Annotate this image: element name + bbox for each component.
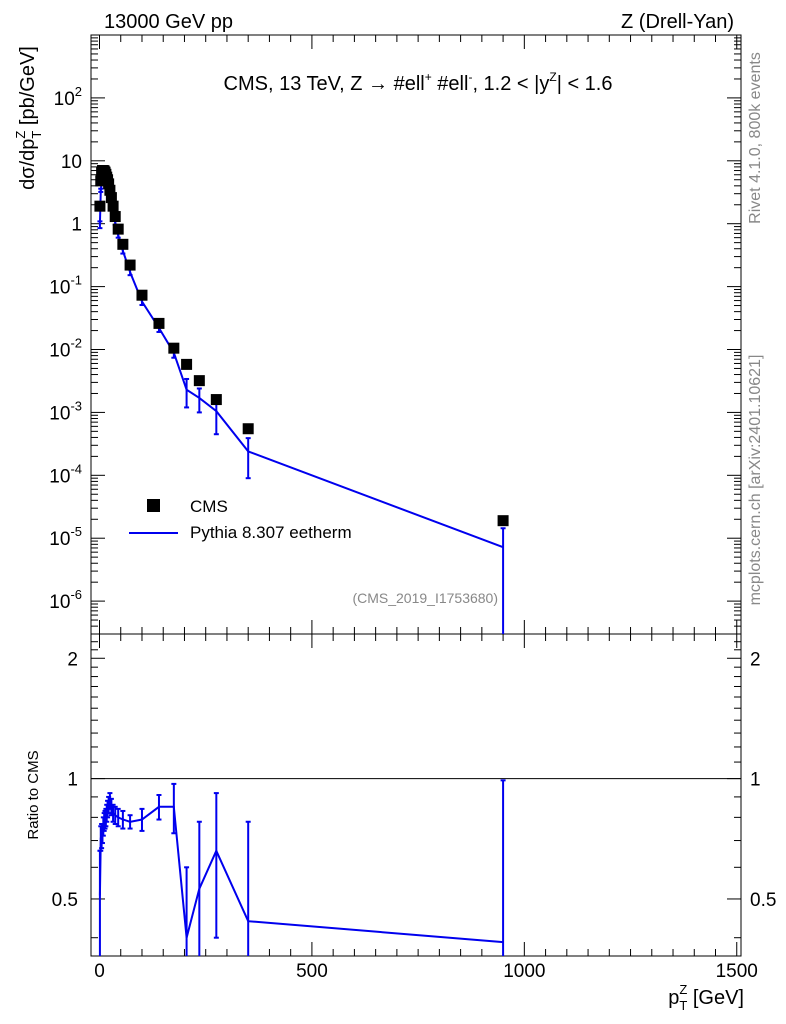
ratio-tick-label-right: 1 <box>750 770 761 791</box>
y-tick-label: 102 <box>54 84 82 110</box>
y-tick-label: 10-6 <box>49 587 82 613</box>
ratio-tick-labels: 0.5 0.5 1 1 2 2 <box>52 649 777 911</box>
data-point <box>94 200 106 212</box>
y-tick-label: 10-4 <box>49 461 82 487</box>
legend-data-marker <box>147 499 160 512</box>
main-plot-frame <box>90 34 742 635</box>
mcplots-label: mcplots.cern.ch [arXiv:2401.10621] <box>747 355 764 606</box>
y-axis-title: dσ/dpZT [pb/GeV] <box>13 46 44 190</box>
data-point <box>168 342 180 354</box>
ratio-axis-title: Ratio to CMS <box>25 750 42 839</box>
analysis-id: (CMS_2019_I1753680) <box>352 590 498 606</box>
header-left: 13000 GeV pp <box>104 11 233 33</box>
legend-data-label: CMS <box>190 497 228 516</box>
legend: CMS Pythia 8.307 eetherm <box>129 497 352 542</box>
ratio-tick-label-left: 2 <box>67 649 78 670</box>
data-point <box>181 358 193 370</box>
data-point <box>242 423 254 435</box>
rivet-label: Rivet 4.1.0, 800k events <box>747 52 764 224</box>
ratio-tick-label-left: 0.5 <box>52 890 78 911</box>
data-point <box>105 192 117 204</box>
y-tick-label: 1 <box>71 215 82 236</box>
y-tick-labels: 10-6 10-5 10-4 10-3 10-2 10-1 1 10 102 <box>49 84 82 613</box>
ratio-tick-label-right: 0.5 <box>750 890 776 911</box>
x-tick-label: 0 <box>94 961 105 982</box>
legend-mc-label: Pythia 8.307 eetherm <box>190 523 352 542</box>
x-axis-title: pZ T [GeV] <box>668 982 744 1013</box>
ratio-tick-label-right: 2 <box>750 649 761 670</box>
data-point <box>104 184 116 196</box>
ratio-line <box>98 797 504 944</box>
data-point <box>107 200 119 212</box>
mc-series <box>97 175 506 634</box>
ratio-tick-label-left: 1 <box>67 770 78 791</box>
data-point <box>497 515 509 527</box>
ratio-plot-frame <box>90 633 742 957</box>
y-tick-label: 10 <box>61 152 82 173</box>
data-point <box>103 178 115 190</box>
x-tick-labels: 0 500 1000 1500 <box>94 961 758 982</box>
data-point <box>153 317 165 329</box>
data-point <box>95 175 107 187</box>
y-tick-label: 10-2 <box>49 336 82 362</box>
data-point <box>117 238 129 250</box>
y-tick-label: 10-5 <box>49 524 82 550</box>
ratio-series <box>97 779 506 956</box>
y-tick-label: 10-3 <box>49 398 82 424</box>
x-tick-label: 1500 <box>716 961 758 982</box>
data-point <box>210 394 222 406</box>
y-tick-label: 10-1 <box>49 273 82 299</box>
plot-title: CMS, 13 TeV, Z → #ell+ #ell-, 1.2 < |yZ|… <box>224 70 613 95</box>
mc-line <box>98 176 504 549</box>
data-point <box>136 289 148 301</box>
data-series <box>94 165 509 527</box>
x-tick-label: 1000 <box>503 961 545 982</box>
data-point <box>124 259 136 271</box>
data-point <box>109 211 121 223</box>
data-point <box>193 375 205 387</box>
data-point <box>112 223 124 235</box>
x-tick-label: 500 <box>296 961 328 982</box>
axis-ticks <box>91 34 741 956</box>
header-right: Z (Drell-Yan) <box>621 11 734 33</box>
